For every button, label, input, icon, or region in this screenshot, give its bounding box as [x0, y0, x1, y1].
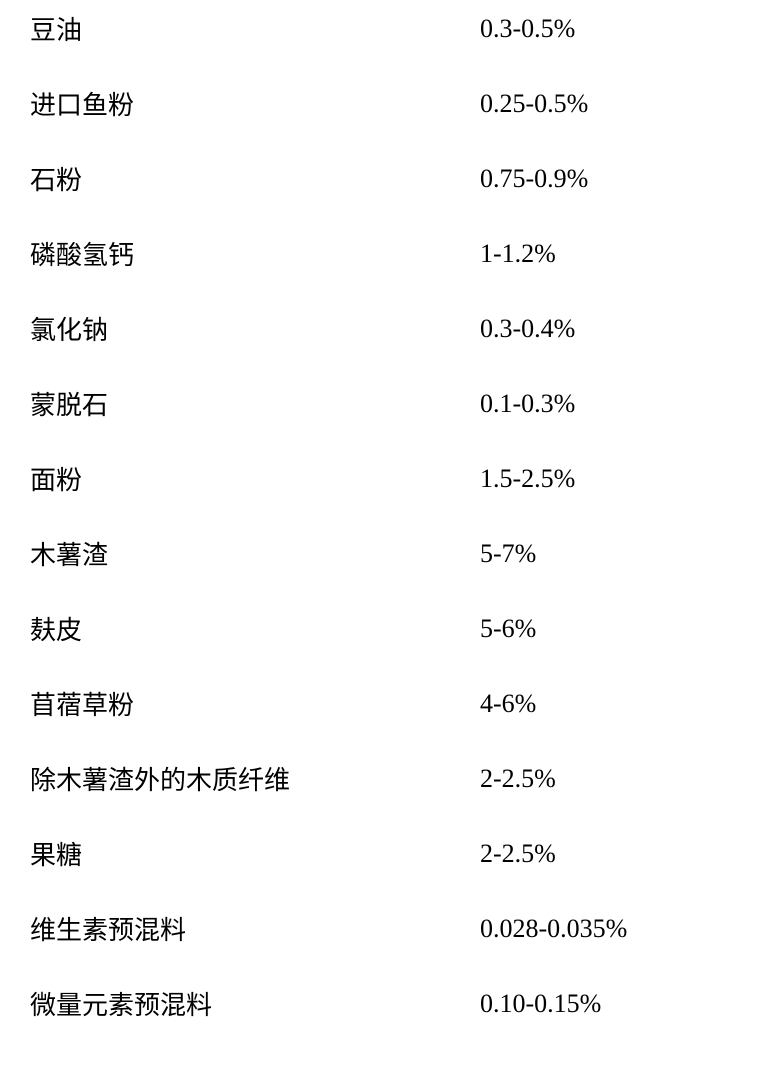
ingredient-name: 苜蓿草粉	[30, 685, 480, 722]
table-row: 微量元素预混料 0.10-0.15%	[30, 985, 744, 1022]
table-row: 木薯渣 5-7%	[30, 535, 744, 572]
ingredient-name: 木薯渣	[30, 535, 480, 572]
table-row: 苜蓿草粉 4-6%	[30, 685, 744, 722]
table-row: 豆油 0.3-0.5%	[30, 10, 744, 47]
ingredient-percentage: 0.75-0.9%	[480, 164, 588, 194]
table-row: 石粉 0.75-0.9%	[30, 160, 744, 197]
ingredient-name: 进口鱼粉	[30, 85, 480, 122]
ingredient-name: 果糖	[30, 835, 480, 872]
ingredient-name: 磷酸氢钙	[30, 235, 480, 272]
ingredient-name: 蒙脱石	[30, 385, 480, 422]
ingredient-percentage: 0.25-0.5%	[480, 89, 588, 119]
ingredient-name: 氯化钠	[30, 310, 480, 347]
ingredient-percentage: 1.5-2.5%	[480, 464, 575, 494]
table-row: 进口鱼粉 0.25-0.5%	[30, 85, 744, 122]
ingredient-percentage: 2-2.5%	[480, 839, 556, 869]
table-row: 氯化钠 0.3-0.4%	[30, 310, 744, 347]
ingredient-percentage: 4-6%	[480, 689, 536, 719]
ingredients-table: 豆油 0.3-0.5% 进口鱼粉 0.25-0.5% 石粉 0.75-0.9% …	[0, 0, 764, 1070]
table-row: 维生素预混料 0.028-0.035%	[30, 910, 744, 947]
ingredient-percentage: 1-1.2%	[480, 239, 556, 269]
ingredient-percentage: 0.028-0.035%	[480, 914, 627, 944]
ingredient-percentage: 0.1-0.3%	[480, 389, 575, 419]
table-row: 磷酸氢钙 1-1.2%	[30, 235, 744, 272]
ingredient-name: 微量元素预混料	[30, 985, 480, 1022]
table-row: 果糖 2-2.5%	[30, 835, 744, 872]
ingredient-percentage: 5-6%	[480, 614, 536, 644]
table-row: 面粉 1.5-2.5%	[30, 460, 744, 497]
ingredient-percentage: 5-7%	[480, 539, 536, 569]
ingredient-name: 维生素预混料	[30, 910, 480, 947]
ingredient-name: 除木薯渣外的木质纤维	[30, 760, 480, 797]
table-row: 除木薯渣外的木质纤维 2-2.5%	[30, 760, 744, 797]
ingredient-name: 面粉	[30, 460, 480, 497]
ingredient-name: 麸皮	[30, 610, 480, 647]
ingredient-percentage: 0.3-0.4%	[480, 314, 575, 344]
table-row: 蒙脱石 0.1-0.3%	[30, 385, 744, 422]
ingredient-percentage: 0.10-0.15%	[480, 989, 601, 1019]
ingredient-name: 石粉	[30, 160, 480, 197]
table-row: 麸皮 5-6%	[30, 610, 744, 647]
ingredient-percentage: 2-2.5%	[480, 764, 556, 794]
ingredient-name: 豆油	[30, 10, 480, 47]
ingredient-percentage: 0.3-0.5%	[480, 14, 575, 44]
